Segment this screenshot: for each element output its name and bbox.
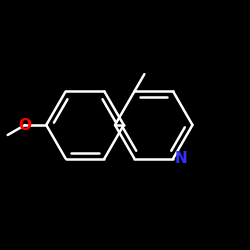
Text: N: N	[174, 151, 187, 166]
Text: O: O	[18, 118, 32, 132]
